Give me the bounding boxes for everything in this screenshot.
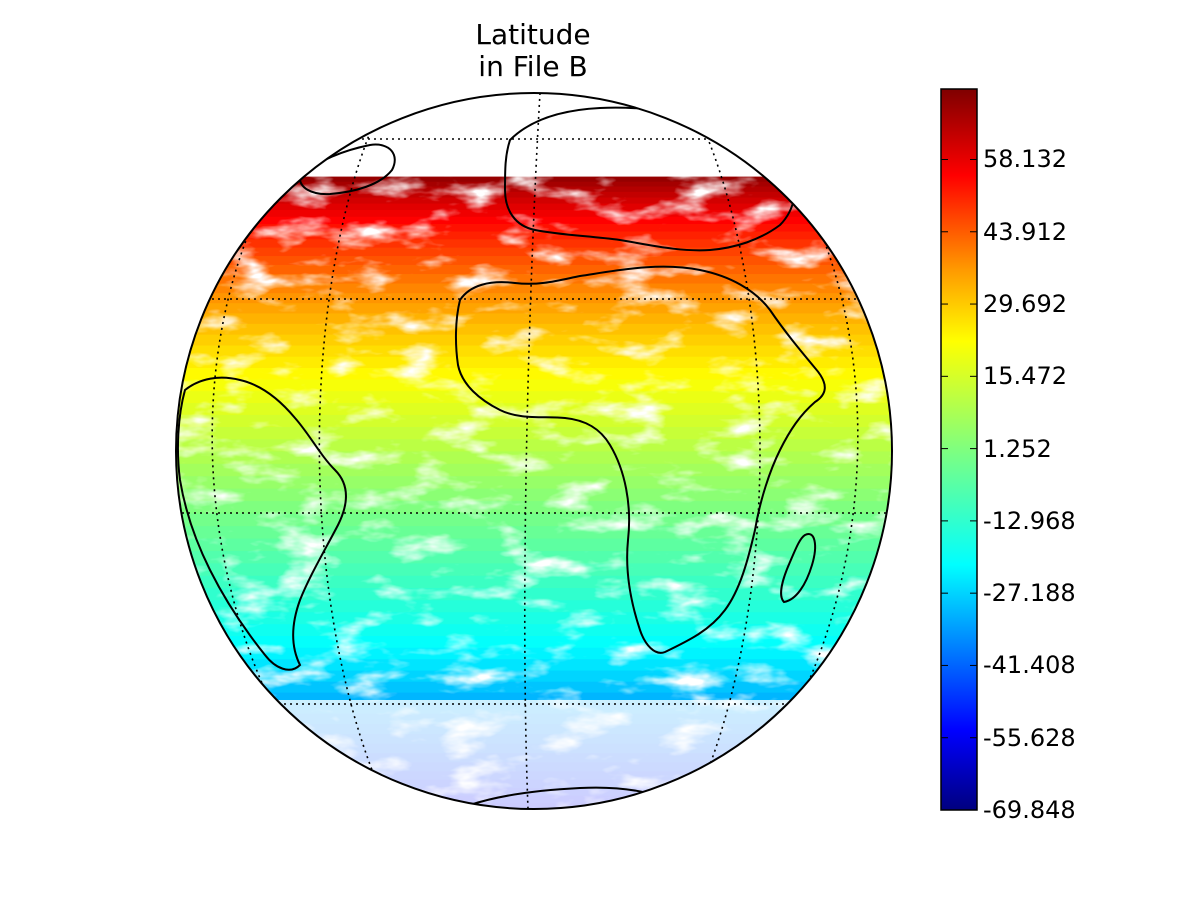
greenland-coastline [298, 143, 396, 196]
south-cap-mask [176, 700, 892, 809]
latitude-band [176, 835, 892, 841]
graticule-lon-minus60 [211, 229, 291, 741]
colorbar-tick-label: 43.912 [983, 217, 1067, 246]
madagascar-coastline [780, 533, 817, 604]
colorbar-tick-label: 29.692 [983, 290, 1067, 319]
map-title-line1: Latitude [475, 18, 591, 51]
graticule-lon-60 [779, 229, 859, 741]
colorbar-tick-label: -55.628 [983, 723, 1076, 752]
colorbar-tick-label: -41.408 [983, 651, 1076, 680]
latitude-band [176, 845, 892, 850]
colorbar-tick-label: 15.472 [983, 362, 1067, 391]
colorbar-tick-label: -12.968 [983, 506, 1076, 535]
colorbar-tick-label: -27.188 [983, 579, 1076, 608]
colorbar-ticks [941, 158, 977, 811]
latitude-band [176, 817, 892, 824]
latitude-band [176, 810, 892, 817]
colorbar-tick-label: 1.252 [983, 434, 1052, 463]
graticule-lon-minus30 [318, 119, 381, 791]
latitude-band [176, 840, 892, 845]
latitude-band [176, 823, 892, 830]
africa-coastline [454, 265, 826, 654]
map-title-line2: in File B [478, 50, 588, 83]
colorbar [940, 88, 978, 811]
latitude-data-layer [176, 93, 892, 850]
colorbar-tick-label: -69.848 [983, 796, 1076, 824]
colorbar-gradient [940, 88, 978, 811]
north-cap-mask [176, 93, 892, 163]
coastlines [176, 106, 826, 806]
masked-cloud-pattern [176, 93, 892, 809]
latitude-band [176, 829, 892, 835]
colorbar-tick-label: 58.132 [983, 145, 1067, 174]
south-america-coastline [176, 376, 347, 671]
globe-outline [175, 92, 893, 810]
graticule [176, 93, 892, 809]
globe [175, 92, 893, 850]
